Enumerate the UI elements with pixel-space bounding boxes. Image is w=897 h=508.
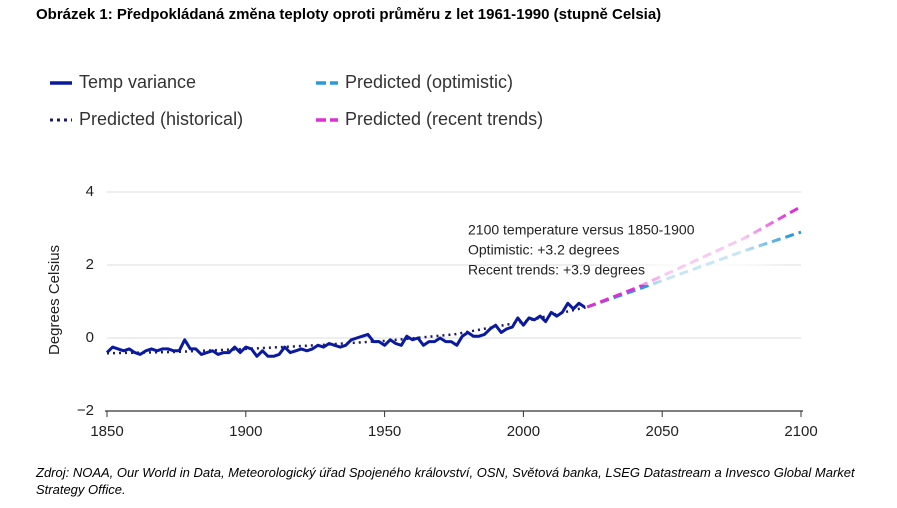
y-tick-label: 0 [86, 329, 94, 346]
legend-label: Predicted (optimistic) [345, 72, 513, 92]
y-axis-label: Degrees Celsius [46, 245, 63, 355]
x-tick-label: 2000 [507, 423, 540, 440]
annotation: Optimistic: +3.2 degrees [468, 242, 619, 258]
chart: 2100 temperature versus 1850-1900 Optimi… [46, 72, 818, 440]
x-tick-label: 1950 [368, 423, 401, 440]
x-tick-label: 2050 [646, 423, 679, 440]
x-tick-label: 1850 [90, 423, 123, 440]
series-line [586, 205, 802, 309]
x-tick-label: 1900 [229, 423, 262, 440]
annotation: Recent trends: +3.9 degrees [468, 262, 645, 278]
annotation-fade [600, 215, 790, 285]
legend-label: Predicted (recent trends) [345, 109, 543, 129]
annotation: 2100 temperature versus 1850-1900 [468, 222, 695, 238]
series-line [106, 305, 588, 355]
y-tick-label: 4 [86, 183, 94, 200]
chart-title: Obrázek 1: Předpokládaná změna teploty o… [36, 6, 662, 23]
series-line [105, 301, 586, 358]
x-tick-label: 2100 [784, 423, 817, 440]
legend-label: Temp variance [79, 72, 196, 92]
source-note: Zdroj: NOAA, Our World in Data, Meteorol… [36, 465, 855, 497]
y-tick-label: 2 [86, 256, 94, 273]
y-tick-label: −2 [77, 402, 94, 419]
legend-label: Predicted (historical) [79, 109, 243, 129]
